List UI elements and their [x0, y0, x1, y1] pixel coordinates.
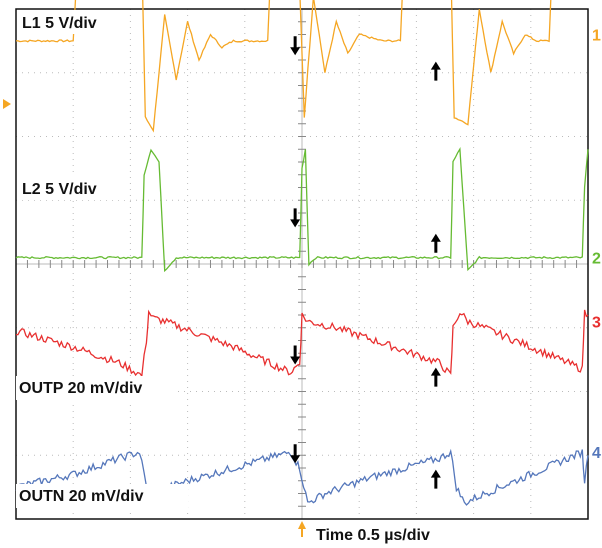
arrow-up-icon	[430, 469, 441, 489]
arrow-down-icon	[290, 444, 301, 464]
channel-markers: 1 2 3 4	[592, 28, 601, 463]
outp-scale-label: OUTP 20 mV/div	[19, 380, 142, 397]
trace-4	[15, 448, 589, 506]
channel-marker-2: 2	[592, 251, 601, 268]
trace-3	[15, 309, 589, 378]
l1-scale-label: L1 5 V/div	[22, 15, 97, 32]
arrow-up-icon	[430, 233, 441, 253]
edge-arrows	[290, 36, 441, 489]
trace-1	[15, 0, 552, 133]
l1-label-bg	[18, 10, 128, 34]
l2-label-bg	[18, 176, 128, 200]
channel-marker-1: 1	[592, 28, 601, 45]
arrow-up-icon	[430, 367, 441, 387]
channel-marker-4: 4	[592, 445, 601, 462]
arrow-down-icon	[290, 345, 301, 365]
waveform-traces	[15, 0, 589, 506]
time-scale-label: Time 0.5 µs/div	[316, 527, 430, 544]
outp-label-bg	[16, 376, 176, 400]
outn-label-bg	[16, 484, 188, 508]
arrow-up-icon	[430, 61, 441, 81]
plot-frame	[15, 8, 589, 520]
graticule	[15, 8, 589, 520]
channel-marker-3: 3	[592, 314, 601, 331]
arrow-down-icon	[290, 36, 301, 56]
outn-scale-label: OUTN 20 mV/div	[19, 488, 144, 505]
l2-scale-label: L2 5 V/div	[22, 181, 97, 198]
trigger-level-icon	[3, 99, 11, 109]
trace-2	[15, 146, 589, 273]
arrow-down-icon	[290, 208, 301, 228]
trigger-position-icon	[298, 521, 306, 537]
